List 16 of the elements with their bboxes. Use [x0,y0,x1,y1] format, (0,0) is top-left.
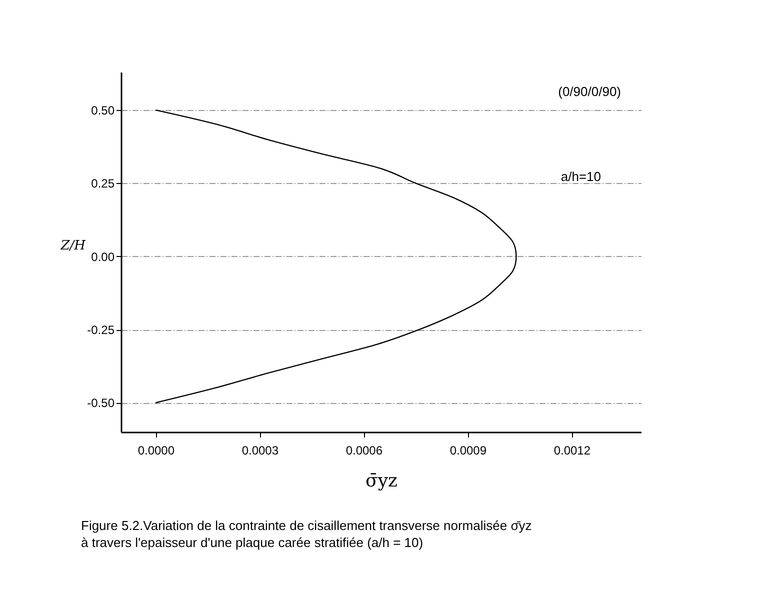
y-tick-label: -0.50 [87,396,115,410]
y-tick-label: -0.25 [87,323,115,338]
annotation: a/h=10 [560,169,601,184]
x-tick-label: 0.0003 [242,444,279,458]
caption: Figure 5.2.Variation de la contrainte de cisaillement transverse normalisée σ̄yz à travers l'epaisseur d'une plaque carée stratifiée (a/h = 10) [81,518,532,550]
y-tick-label: 0.50 [91,104,115,118]
x-tick-label: 0.0012 [554,444,591,458]
x-tick-label: 0.0009 [450,444,487,458]
y-tick-label: 0.25 [91,176,115,191]
x-axis-title: σ̄yz [366,470,398,492]
y-axis-title: Z/H [60,238,86,254]
annotation: (0/90/0/90) [558,84,621,99]
x-tick-label: 0.0006 [346,444,383,458]
line-series [155,109,517,404]
x-tick-label: 0.0000 [138,444,175,458]
y-tick-label: 0.00 [91,250,115,264]
